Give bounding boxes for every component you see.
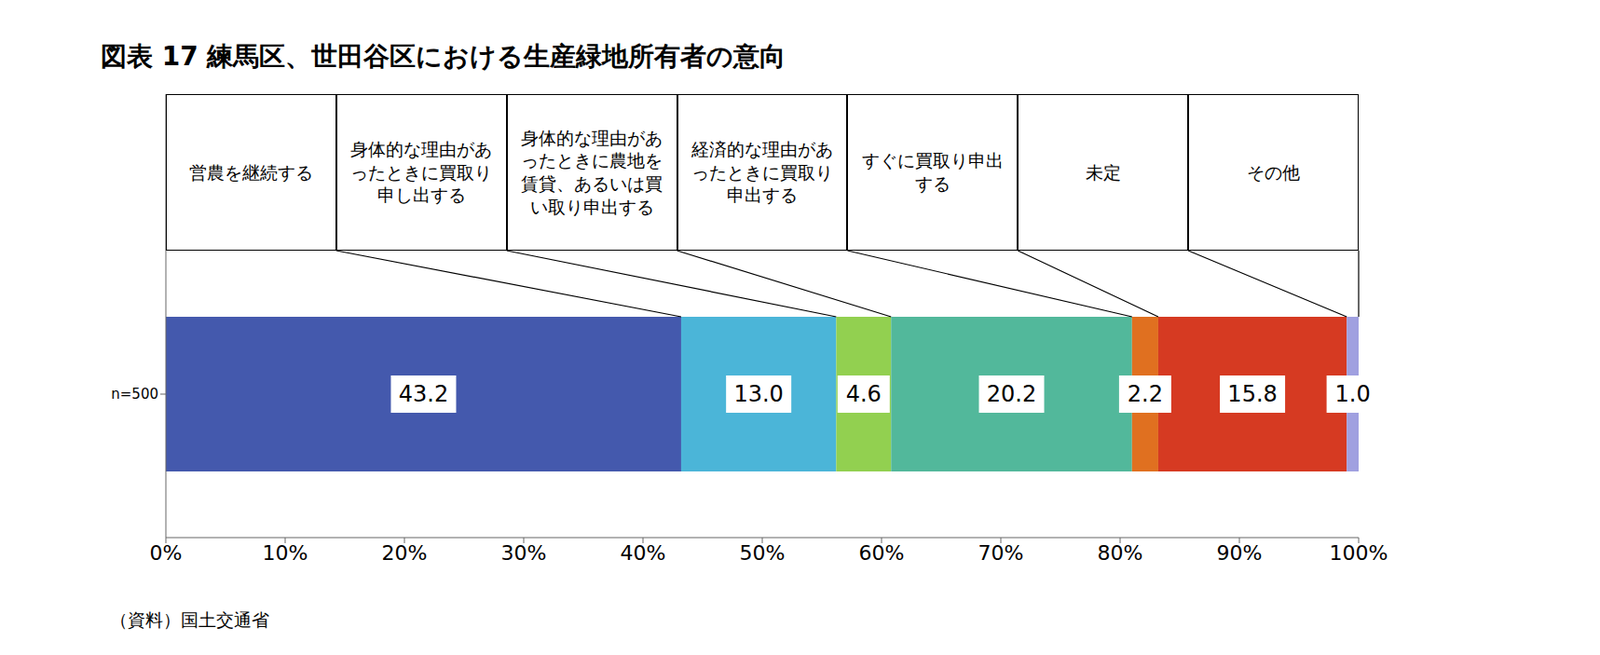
svg-text:60%: 60% bbox=[859, 541, 905, 565]
svg-text:10%: 10% bbox=[262, 541, 309, 565]
svg-text:90%: 90% bbox=[1217, 541, 1263, 565]
svg-text:0%: 0% bbox=[150, 541, 183, 565]
svg-text:1.0: 1.0 bbox=[1335, 381, 1371, 408]
svg-text:30%: 30% bbox=[501, 541, 548, 565]
html-text:身体的な理由があったときに買取り申し出する: 身体的な理由があったときに買取り申し出する bbox=[350, 138, 493, 206]
svg-text:20%: 20% bbox=[382, 541, 428, 565]
html-text:経済的な理由があったときに買取り申出する: 経済的な理由があったときに買取り申出する bbox=[691, 138, 834, 206]
html-text:図表 17 練馬区、世田谷区における生産緑地所有者の意向: 図表 17 練馬区、世田谷区における生産緑地所有者の意向 bbox=[100, 41, 787, 72]
svg-text:n=500: n=500 bbox=[110, 385, 159, 403]
svg-text:4.6: 4.6 bbox=[846, 381, 882, 408]
svg-text:100%: 100% bbox=[1329, 541, 1389, 565]
html-text:（資料）国土交通省: （資料）国土交通省 bbox=[109, 609, 270, 630]
html-text:営農を継続する: 営農を継続する bbox=[189, 161, 314, 183]
svg-text:43.2: 43.2 bbox=[398, 381, 449, 408]
html-text:その他: その他 bbox=[1246, 161, 1301, 183]
svg-text:50%: 50% bbox=[739, 541, 786, 565]
svg-text:20.2: 20.2 bbox=[986, 381, 1037, 408]
html-text:すぐに買取り申出する: すぐに買取り申出する bbox=[861, 150, 1004, 194]
html-text:未定: 未定 bbox=[1085, 161, 1121, 183]
svg-text:70%: 70% bbox=[978, 541, 1025, 565]
svg-text:2.2: 2.2 bbox=[1127, 381, 1163, 408]
svg-text:80%: 80% bbox=[1097, 541, 1144, 565]
svg-text:13.0: 13.0 bbox=[733, 381, 783, 408]
svg-text:40%: 40% bbox=[620, 541, 667, 565]
svg-text:15.8: 15.8 bbox=[1227, 381, 1277, 408]
html-text:身体的な理由があったときに農地を賃貸、あるいは買い取り申出す: 身体的な理由があったときに農地を賃貸、あるいは買い取り申出する bbox=[521, 127, 663, 217]
